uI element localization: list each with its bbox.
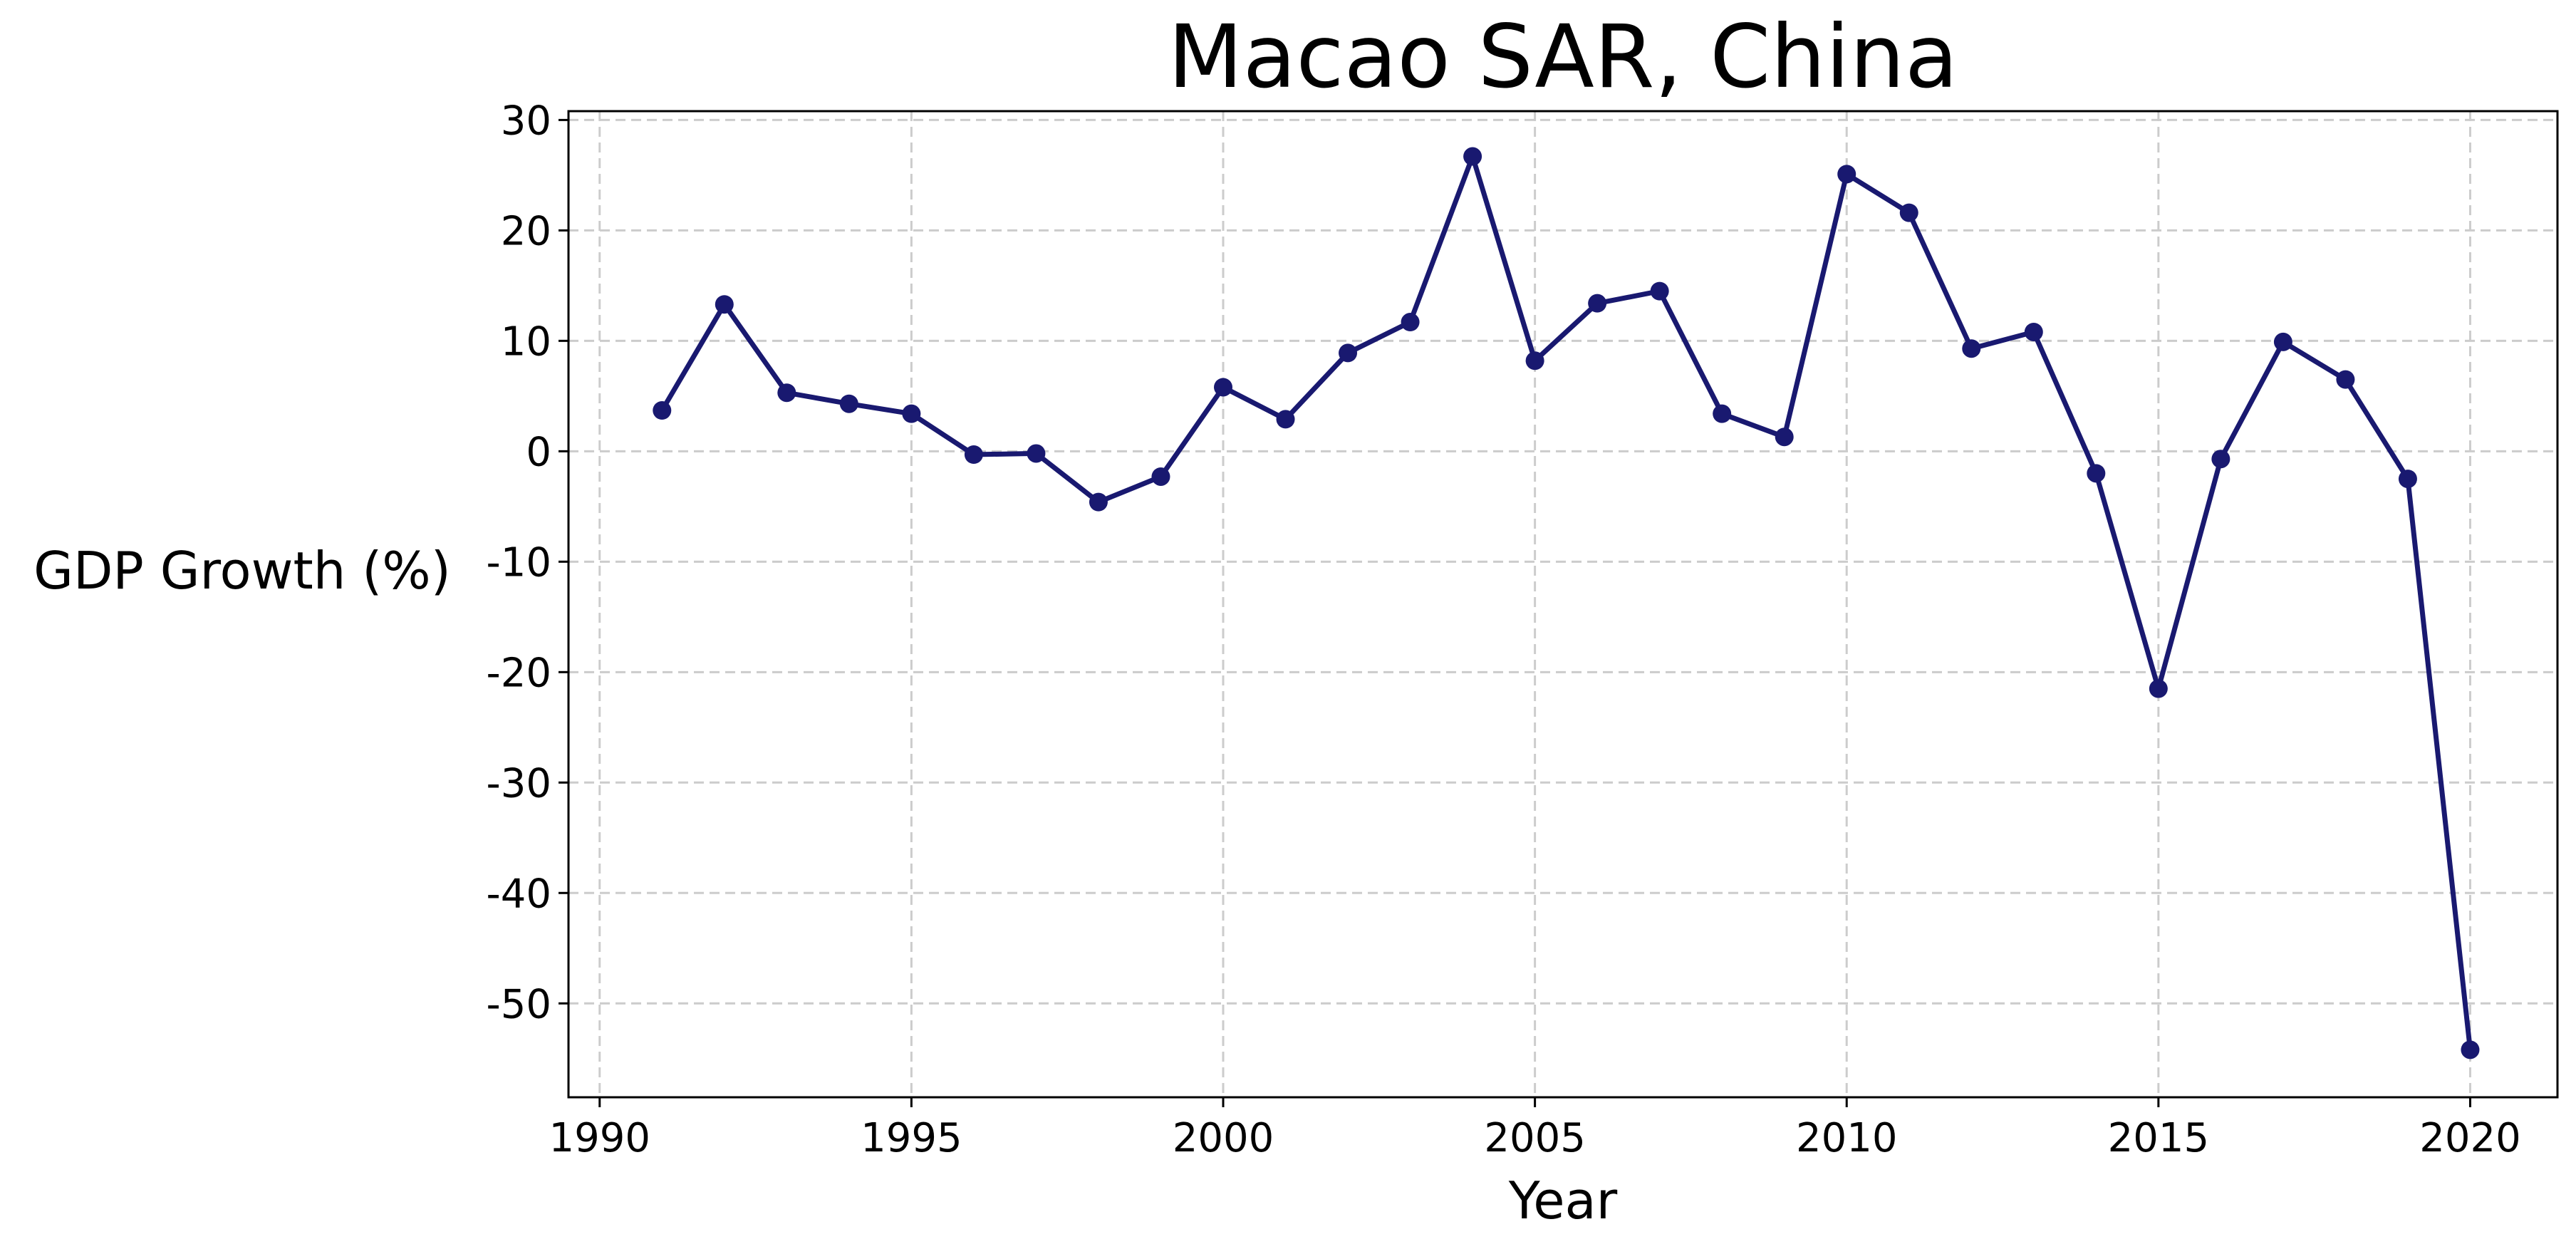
y-tick-label: 30 [501, 98, 551, 144]
data-point-1992 [715, 295, 734, 314]
data-point-2018 [2336, 370, 2355, 389]
x-tick-label: 1990 [549, 1115, 651, 1161]
grid-lines [568, 111, 2557, 1097]
data-point-2009 [1775, 428, 1794, 447]
y-tick-label: -20 [487, 650, 551, 696]
data-point-2011 [1899, 203, 1918, 222]
data-point-2017 [2273, 332, 2292, 351]
data-point-1998 [1089, 492, 1108, 512]
data-point-2008 [1713, 404, 1732, 423]
x-tick-label: 2000 [1173, 1115, 1274, 1161]
y-tick-label: 0 [526, 429, 551, 475]
data-point-2012 [1962, 339, 1981, 358]
data-point-2015 [2149, 679, 2168, 698]
y-tick-label: -40 [487, 871, 551, 917]
data-point-2005 [1525, 351, 1544, 371]
x-tick-label: 2010 [1796, 1115, 1898, 1161]
x-tick-label: 2005 [1484, 1115, 1586, 1161]
x-axis-label: Year [1508, 1171, 1618, 1230]
data-point-2002 [1339, 343, 1358, 363]
data-point-2014 [2087, 464, 2106, 483]
y-axis-label: GDP Growth (%) [33, 541, 451, 601]
data-point-2016 [2211, 450, 2230, 469]
data-point-2003 [1401, 313, 1420, 332]
y-tick-label: -10 [487, 539, 551, 586]
y-tick-label: 10 [501, 318, 551, 365]
data-point-2010 [1837, 165, 1856, 184]
y-tick-label: -30 [487, 760, 551, 807]
data-point-2004 [1463, 147, 1482, 166]
data-point-1994 [839, 394, 858, 413]
data-point-1996 [964, 445, 983, 464]
data-point-2006 [1588, 294, 1607, 313]
x-tick-label: 2015 [2108, 1115, 2210, 1161]
data-point-2000 [1213, 378, 1232, 397]
data-point-2013 [2024, 322, 2043, 341]
data-point-2020 [2461, 1040, 2480, 1059]
x-tick-label: 2020 [2419, 1115, 2521, 1161]
data-point-2001 [1276, 410, 1295, 429]
data-point-1993 [777, 383, 796, 403]
y-axis-ticks: 30 20 10 0 -10 -20 -30 -40 -50 [487, 98, 568, 1027]
chart-title: Macao SAR, China [1168, 6, 1958, 108]
series-gdp-growth [653, 147, 2480, 1059]
y-tick-label: 20 [501, 208, 551, 254]
data-point-1997 [1027, 444, 1046, 463]
data-point-1999 [1151, 467, 1170, 486]
x-axis-ticks: 1990 1995 2000 2005 2010 2015 2020 [549, 1097, 2521, 1161]
data-point-2019 [2398, 470, 2417, 489]
y-tick-label: -50 [487, 981, 551, 1027]
plot-area-frame [567, 110, 2559, 1099]
data-point-1995 [902, 404, 921, 423]
x-tick-label: 1995 [861, 1115, 962, 1161]
series-line [660, 154, 2473, 1050]
data-point-2007 [1650, 281, 1669, 301]
data-point-1991 [653, 401, 672, 420]
